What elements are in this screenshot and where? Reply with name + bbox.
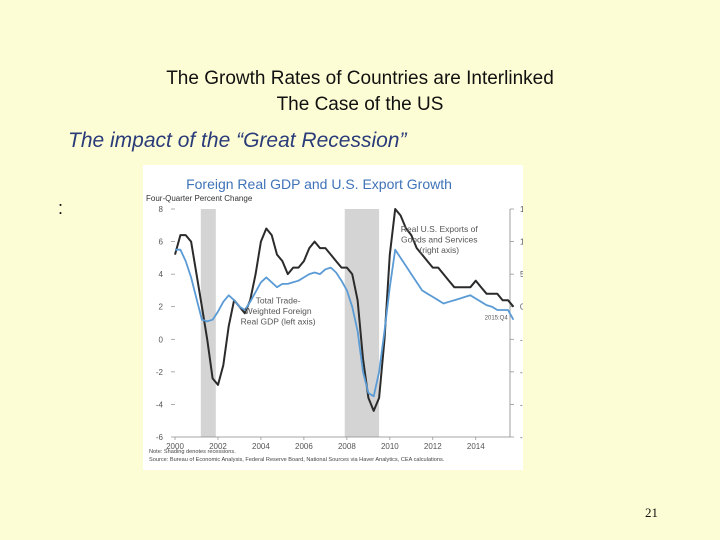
annotation-line: Goods and Services [401,234,478,244]
right-tick-label: 5 [520,270,523,279]
x-tick-label: 2014 [467,442,485,451]
left-tick-label: 0 [159,335,164,344]
annotation-1: Total Trade-Weighted Foreign Real GDP (le… [241,295,316,326]
chart-title: Foreign Real GDP and U.S. Export Growth [186,176,452,192]
recession-shading [200,209,380,437]
annotation-line: Total Trade- [256,295,301,305]
bullet-marker: : [58,198,64,218]
x-tick-label: 2004 [252,442,270,451]
left-tick-label: -2 [156,368,164,377]
annotation-0: Real U.S. Exports of Goods and Services (r… [401,224,479,255]
chart-notes: Note: Shading denotes recessions. Source:… [149,449,445,463]
chart-series [174,208,515,412]
chart-axes: 8 6 4 2 0 -2 -4 -6 15 10 5 0 -5 -10 -15 -20 2000 2002 2004… [156,205,523,451]
x-tick-label: 2012 [424,442,442,451]
page-number: 21 [645,505,658,520]
annotation-line: 2015:Q4 [485,316,509,322]
right-tick-label: -20 [520,433,523,442]
right-tick-label: 0 [520,303,523,312]
annotation-2: 2015:Q4 [485,316,509,322]
right-tick-label: -15 [520,400,523,409]
series-line-foreign-gdp [175,248,515,398]
right-tick-label: -10 [520,368,523,377]
x-tick-label: 2010 [381,442,399,451]
left-tick-label: 4 [159,270,164,279]
right-tick-label: 15 [520,205,523,214]
series-line-exports [174,208,515,412]
left-tick-label: -6 [156,433,164,442]
x-tick-label: 2008 [338,442,356,451]
right-tick-label: 10 [520,238,523,247]
x-tick-label: 2002 [209,442,227,451]
chart-image: Foreign Real GDP and U.S. Export Growth … [143,165,523,470]
slide-title-line2: The Case of the US [276,94,444,115]
right-tick-label: -5 [520,335,523,344]
chart-svg: Foreign Real GDP and U.S. Export Growth … [146,176,523,463]
slide-subtitle: The impact of the “Great Recession” [68,129,407,152]
slide-title-line1: The Growth Rates of Countries are Interl… [166,68,554,89]
chart-annotations: Real U.S. Exports of Goods and Services (r… [241,224,509,327]
left-tick-label: 6 [159,238,164,247]
chart-note-0: Note: Shading denotes recessions. [149,449,236,455]
left-tick-label: -4 [156,400,164,409]
x-tick-label: 2006 [295,442,313,451]
annotation-line: Real GDP (left axis) [241,316,316,326]
chart-note-1: Source: Bureau of Economic Analysis, Fed… [149,457,445,463]
recession-band-1 [344,209,380,437]
x-tick-label: 2000 [166,442,184,451]
annotation-line: Weighted Foreign [245,306,312,316]
left-tick-label: 2 [159,303,164,312]
annotation-line: Real U.S. Exports of [401,224,479,234]
recession-band-0 [200,209,216,437]
left-tick-label: 8 [159,205,164,214]
left-axis-label: Four-Quarter Percent Change [146,194,253,203]
annotation-line: (right axis) [419,245,459,255]
